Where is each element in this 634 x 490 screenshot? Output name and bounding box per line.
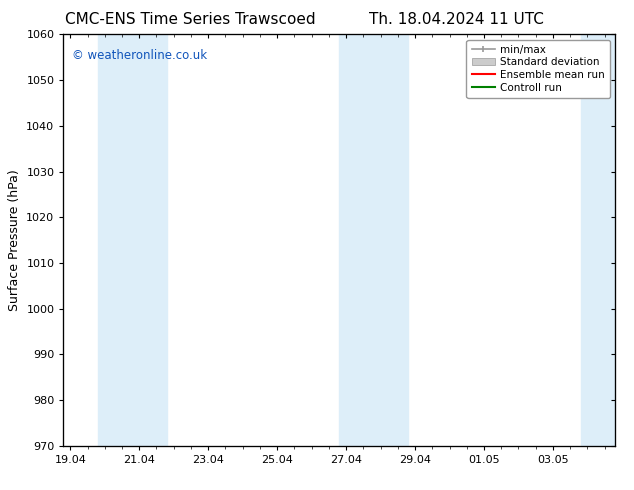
Bar xyxy=(98,34,167,446)
Y-axis label: Surface Pressure (hPa): Surface Pressure (hPa) xyxy=(8,169,21,311)
Legend: min/max, Standard deviation, Ensemble mean run, Controll run: min/max, Standard deviation, Ensemble me… xyxy=(467,40,610,98)
Text: © weatheronline.co.uk: © weatheronline.co.uk xyxy=(72,49,207,62)
Text: CMC-ENS Time Series Trawscoed: CMC-ENS Time Series Trawscoed xyxy=(65,12,316,27)
Bar xyxy=(581,34,615,446)
Bar xyxy=(339,34,408,446)
Text: Th. 18.04.2024 11 UTC: Th. 18.04.2024 11 UTC xyxy=(369,12,544,27)
